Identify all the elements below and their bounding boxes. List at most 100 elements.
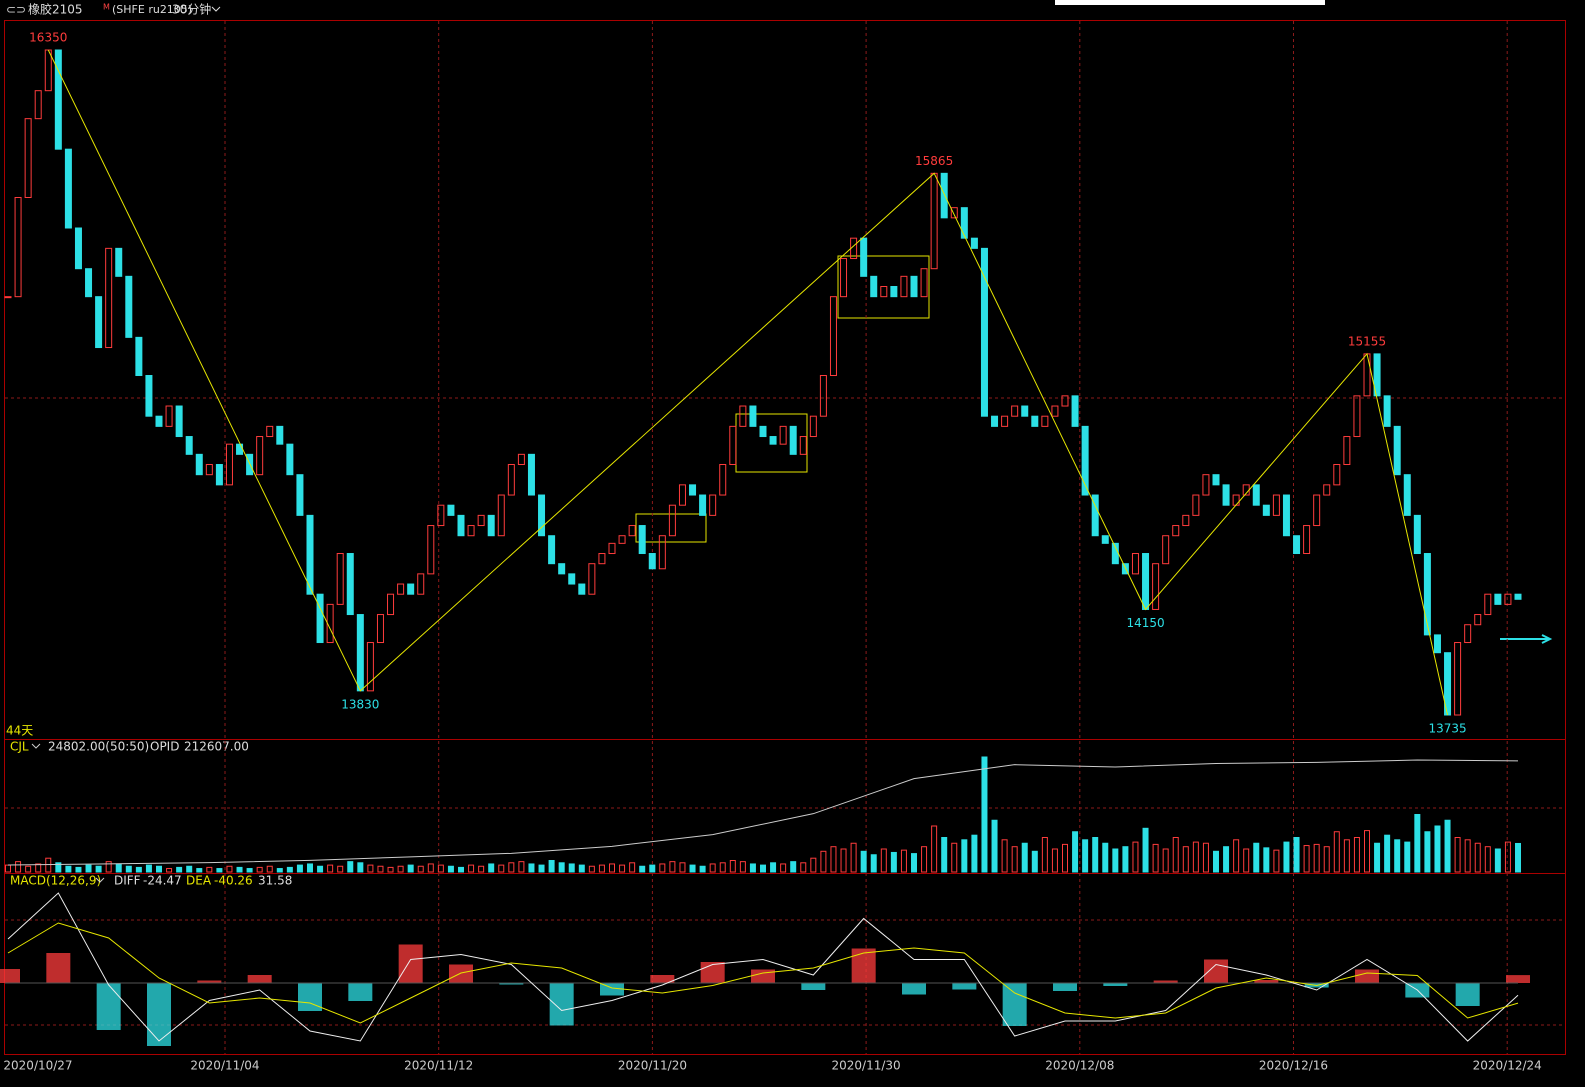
period[interactable]: 30分钟 bbox=[172, 2, 211, 17]
flag: M bbox=[103, 3, 110, 12]
date-label: 2020/12/16 bbox=[1259, 1059, 1328, 1073]
candle bbox=[779, 425, 787, 445]
dea-line bbox=[7, 922, 1519, 1024]
macd-bar bbox=[1002, 983, 1027, 1026]
candle bbox=[1383, 395, 1391, 427]
arrow bbox=[1500, 634, 1553, 644]
candle bbox=[457, 514, 465, 537]
volume-bar bbox=[447, 865, 454, 873]
volume-bar bbox=[1082, 839, 1089, 873]
volume-bar bbox=[598, 864, 605, 873]
period-dropdown[interactable] bbox=[211, 6, 221, 12]
macd-label[interactable]: MACD(12,26,9) bbox=[10, 874, 101, 888]
pivot-label: 15865 bbox=[915, 154, 953, 168]
volume-bar bbox=[1364, 830, 1370, 873]
pivot-label: 13735 bbox=[1428, 722, 1466, 736]
volume-bar bbox=[1384, 834, 1391, 873]
candle bbox=[1202, 474, 1210, 496]
candle bbox=[1021, 405, 1029, 417]
volume-bar bbox=[1293, 837, 1300, 873]
volume-bar bbox=[528, 863, 535, 873]
volume-bar bbox=[206, 866, 213, 873]
candle bbox=[1514, 593, 1522, 600]
candle bbox=[1494, 593, 1502, 605]
candle bbox=[991, 415, 999, 427]
candle bbox=[487, 514, 495, 537]
volume-bar bbox=[1223, 846, 1230, 873]
volume-bar bbox=[458, 866, 464, 873]
macd-bar bbox=[1103, 983, 1128, 986]
candle bbox=[4, 296, 12, 299]
volume-bar bbox=[1001, 839, 1008, 873]
candle bbox=[769, 436, 777, 445]
volume-bar bbox=[1102, 842, 1109, 873]
candle bbox=[809, 415, 817, 438]
candle bbox=[819, 375, 827, 417]
date-label: 2020/11/30 bbox=[832, 1059, 901, 1073]
candle bbox=[185, 436, 193, 455]
date-label: 2020/11/12 bbox=[404, 1059, 473, 1073]
candle bbox=[135, 336, 143, 377]
candle bbox=[437, 504, 445, 527]
volume-bar bbox=[639, 865, 646, 873]
macd-dropdown[interactable] bbox=[95, 877, 105, 883]
volume-bar bbox=[880, 848, 887, 873]
volume-bar bbox=[256, 866, 263, 873]
candle bbox=[1091, 494, 1099, 537]
candle bbox=[477, 514, 485, 527]
volume-bar bbox=[1343, 839, 1350, 873]
candle bbox=[678, 484, 686, 506]
volume-bar bbox=[1504, 841, 1511, 873]
macd-bar bbox=[1204, 959, 1228, 983]
volume-bar bbox=[357, 862, 364, 873]
candle bbox=[1393, 425, 1401, 476]
volume-bar bbox=[1263, 847, 1270, 873]
volume-bar bbox=[1202, 842, 1209, 873]
volume-bar bbox=[1464, 839, 1471, 873]
panel-frames bbox=[4, 20, 1566, 1055]
candle bbox=[789, 425, 797, 455]
candle bbox=[900, 275, 908, 298]
date-label: 2020/12/24 bbox=[1473, 1059, 1542, 1073]
candle bbox=[145, 375, 153, 417]
candle bbox=[538, 494, 546, 537]
macd-bar bbox=[197, 980, 222, 983]
volume-bar bbox=[15, 861, 22, 873]
volume-bar bbox=[981, 756, 988, 873]
volume-bar bbox=[1414, 814, 1421, 873]
volume-bar bbox=[35, 863, 42, 873]
cjl-dropdown[interactable] bbox=[31, 743, 41, 749]
volume-bar bbox=[1253, 842, 1260, 873]
search-box[interactable] bbox=[1055, 0, 1325, 5]
volume-bar bbox=[417, 865, 424, 873]
volume-bar bbox=[95, 865, 102, 873]
cjl-label[interactable]: CJL bbox=[10, 740, 29, 754]
volume-bar bbox=[548, 860, 555, 873]
volume-bar bbox=[216, 868, 223, 873]
candle bbox=[699, 494, 707, 516]
macd-bar bbox=[751, 969, 775, 983]
candle bbox=[1212, 474, 1220, 486]
candle bbox=[628, 525, 636, 537]
volume-bar bbox=[1333, 831, 1340, 873]
volume-bar bbox=[377, 865, 384, 873]
candle bbox=[1011, 405, 1019, 417]
volume-bar bbox=[911, 853, 917, 873]
candle bbox=[527, 453, 535, 496]
candle bbox=[638, 525, 646, 555]
macd-bar bbox=[0, 969, 20, 983]
volume-bar bbox=[75, 866, 82, 873]
volume-bar bbox=[568, 863, 575, 873]
candle bbox=[215, 464, 223, 486]
window-icon[interactable]: ⊂⊃ bbox=[6, 3, 26, 17]
dea-value: -40.26 bbox=[214, 874, 253, 888]
candle bbox=[1051, 405, 1059, 417]
volume-bar bbox=[840, 848, 847, 873]
candle bbox=[1041, 415, 1049, 427]
macd-bar bbox=[96, 983, 121, 1030]
candle bbox=[1433, 634, 1441, 654]
volume-bar bbox=[125, 865, 132, 873]
volume-bar bbox=[1374, 842, 1381, 873]
candle bbox=[960, 207, 968, 239]
candle bbox=[1222, 484, 1230, 506]
